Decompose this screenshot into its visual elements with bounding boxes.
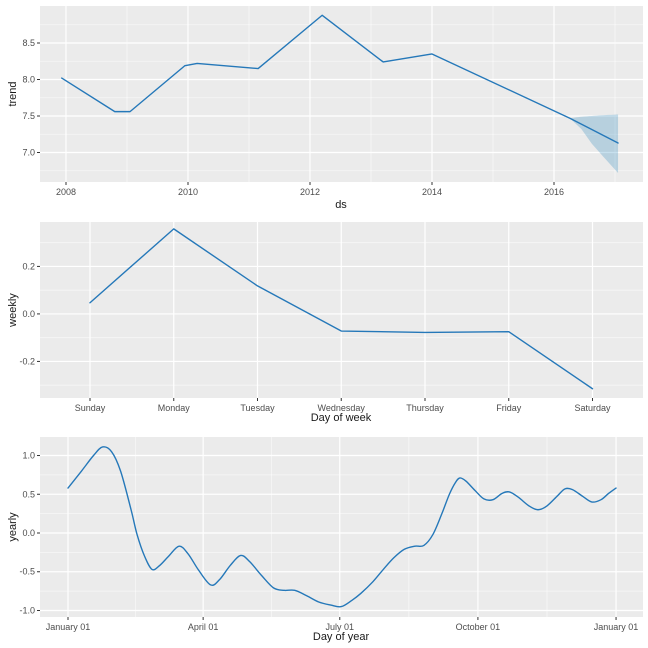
yearly-component-x-tick-label: April 01 xyxy=(188,622,219,632)
yearly-component-panel-background xyxy=(40,437,643,617)
y-axis-title-weekly: weekly xyxy=(7,293,19,327)
yearly-component-y-tick-label: 0.0 xyxy=(22,528,35,538)
weekly-component-x-tick-label: Thursday xyxy=(406,403,444,413)
weekly-component-x-tick-label: Tuesday xyxy=(240,403,275,413)
weekly-component-y-tick-label: -0.2 xyxy=(19,356,35,366)
yearly-component-y-tick-label: -1.0 xyxy=(19,605,35,615)
yearly-component-x-tick-label: July 01 xyxy=(326,622,355,632)
trend-component-x-tick-label: 2012 xyxy=(300,187,320,197)
trend-component-x-tick-label: 2008 xyxy=(56,187,76,197)
weekly-component-line xyxy=(89,228,594,390)
y-axis-title-yearly: yearly xyxy=(7,512,19,542)
trend-component-panel-background xyxy=(40,6,643,182)
yearly-component-y-tick-label: 1.0 xyxy=(22,451,35,461)
trend-component-y-tick-label: 8.5 xyxy=(22,38,35,48)
weekly-component-x-tick-label: Monday xyxy=(158,403,191,413)
weekly-component-x-tick-label: Sunday xyxy=(75,403,106,413)
weekly-component-y-tick-label: 0.0 xyxy=(22,309,35,319)
yearly-component-x-tick-label: October 01 xyxy=(456,622,501,632)
trend-component-x-tick-label: 2014 xyxy=(422,187,442,197)
trend-component-line xyxy=(61,14,619,144)
y-axis-title-trend: trend xyxy=(7,81,19,107)
x-axis-title-ds: ds xyxy=(335,199,347,211)
x-axis-title-day-of-year: Day of year xyxy=(312,631,370,643)
yearly-component-y-tick-label: 0.5 xyxy=(22,489,35,499)
weekly-component-x-tick-label: Friday xyxy=(496,403,522,413)
weekly-component-y-tick-label: 0.2 xyxy=(22,261,35,271)
yearly-component-x-tick-label: January 01 xyxy=(46,622,91,632)
trend-component-x-tick-label: 2016 xyxy=(544,187,564,197)
trend-component-x-tick-label: 2010 xyxy=(178,187,198,197)
weekly-component-x-tick-label: Saturday xyxy=(574,403,611,413)
x-axis-title-day-of-week: Day of week xyxy=(310,412,372,424)
trend-component-y-tick-label: 7.0 xyxy=(22,148,35,158)
yearly-component-y-tick-label: -0.5 xyxy=(19,567,35,577)
trend-component-y-tick-label: 7.5 xyxy=(22,111,35,121)
yearly-component-line xyxy=(67,446,617,608)
weekly-component-x-tick-label: Wednesday xyxy=(318,403,366,413)
trend-component-uncertainty-band xyxy=(569,114,619,173)
yearly-component-x-tick-label: January 01 xyxy=(594,622,639,632)
trend-component-y-tick-label: 8.0 xyxy=(22,75,35,85)
